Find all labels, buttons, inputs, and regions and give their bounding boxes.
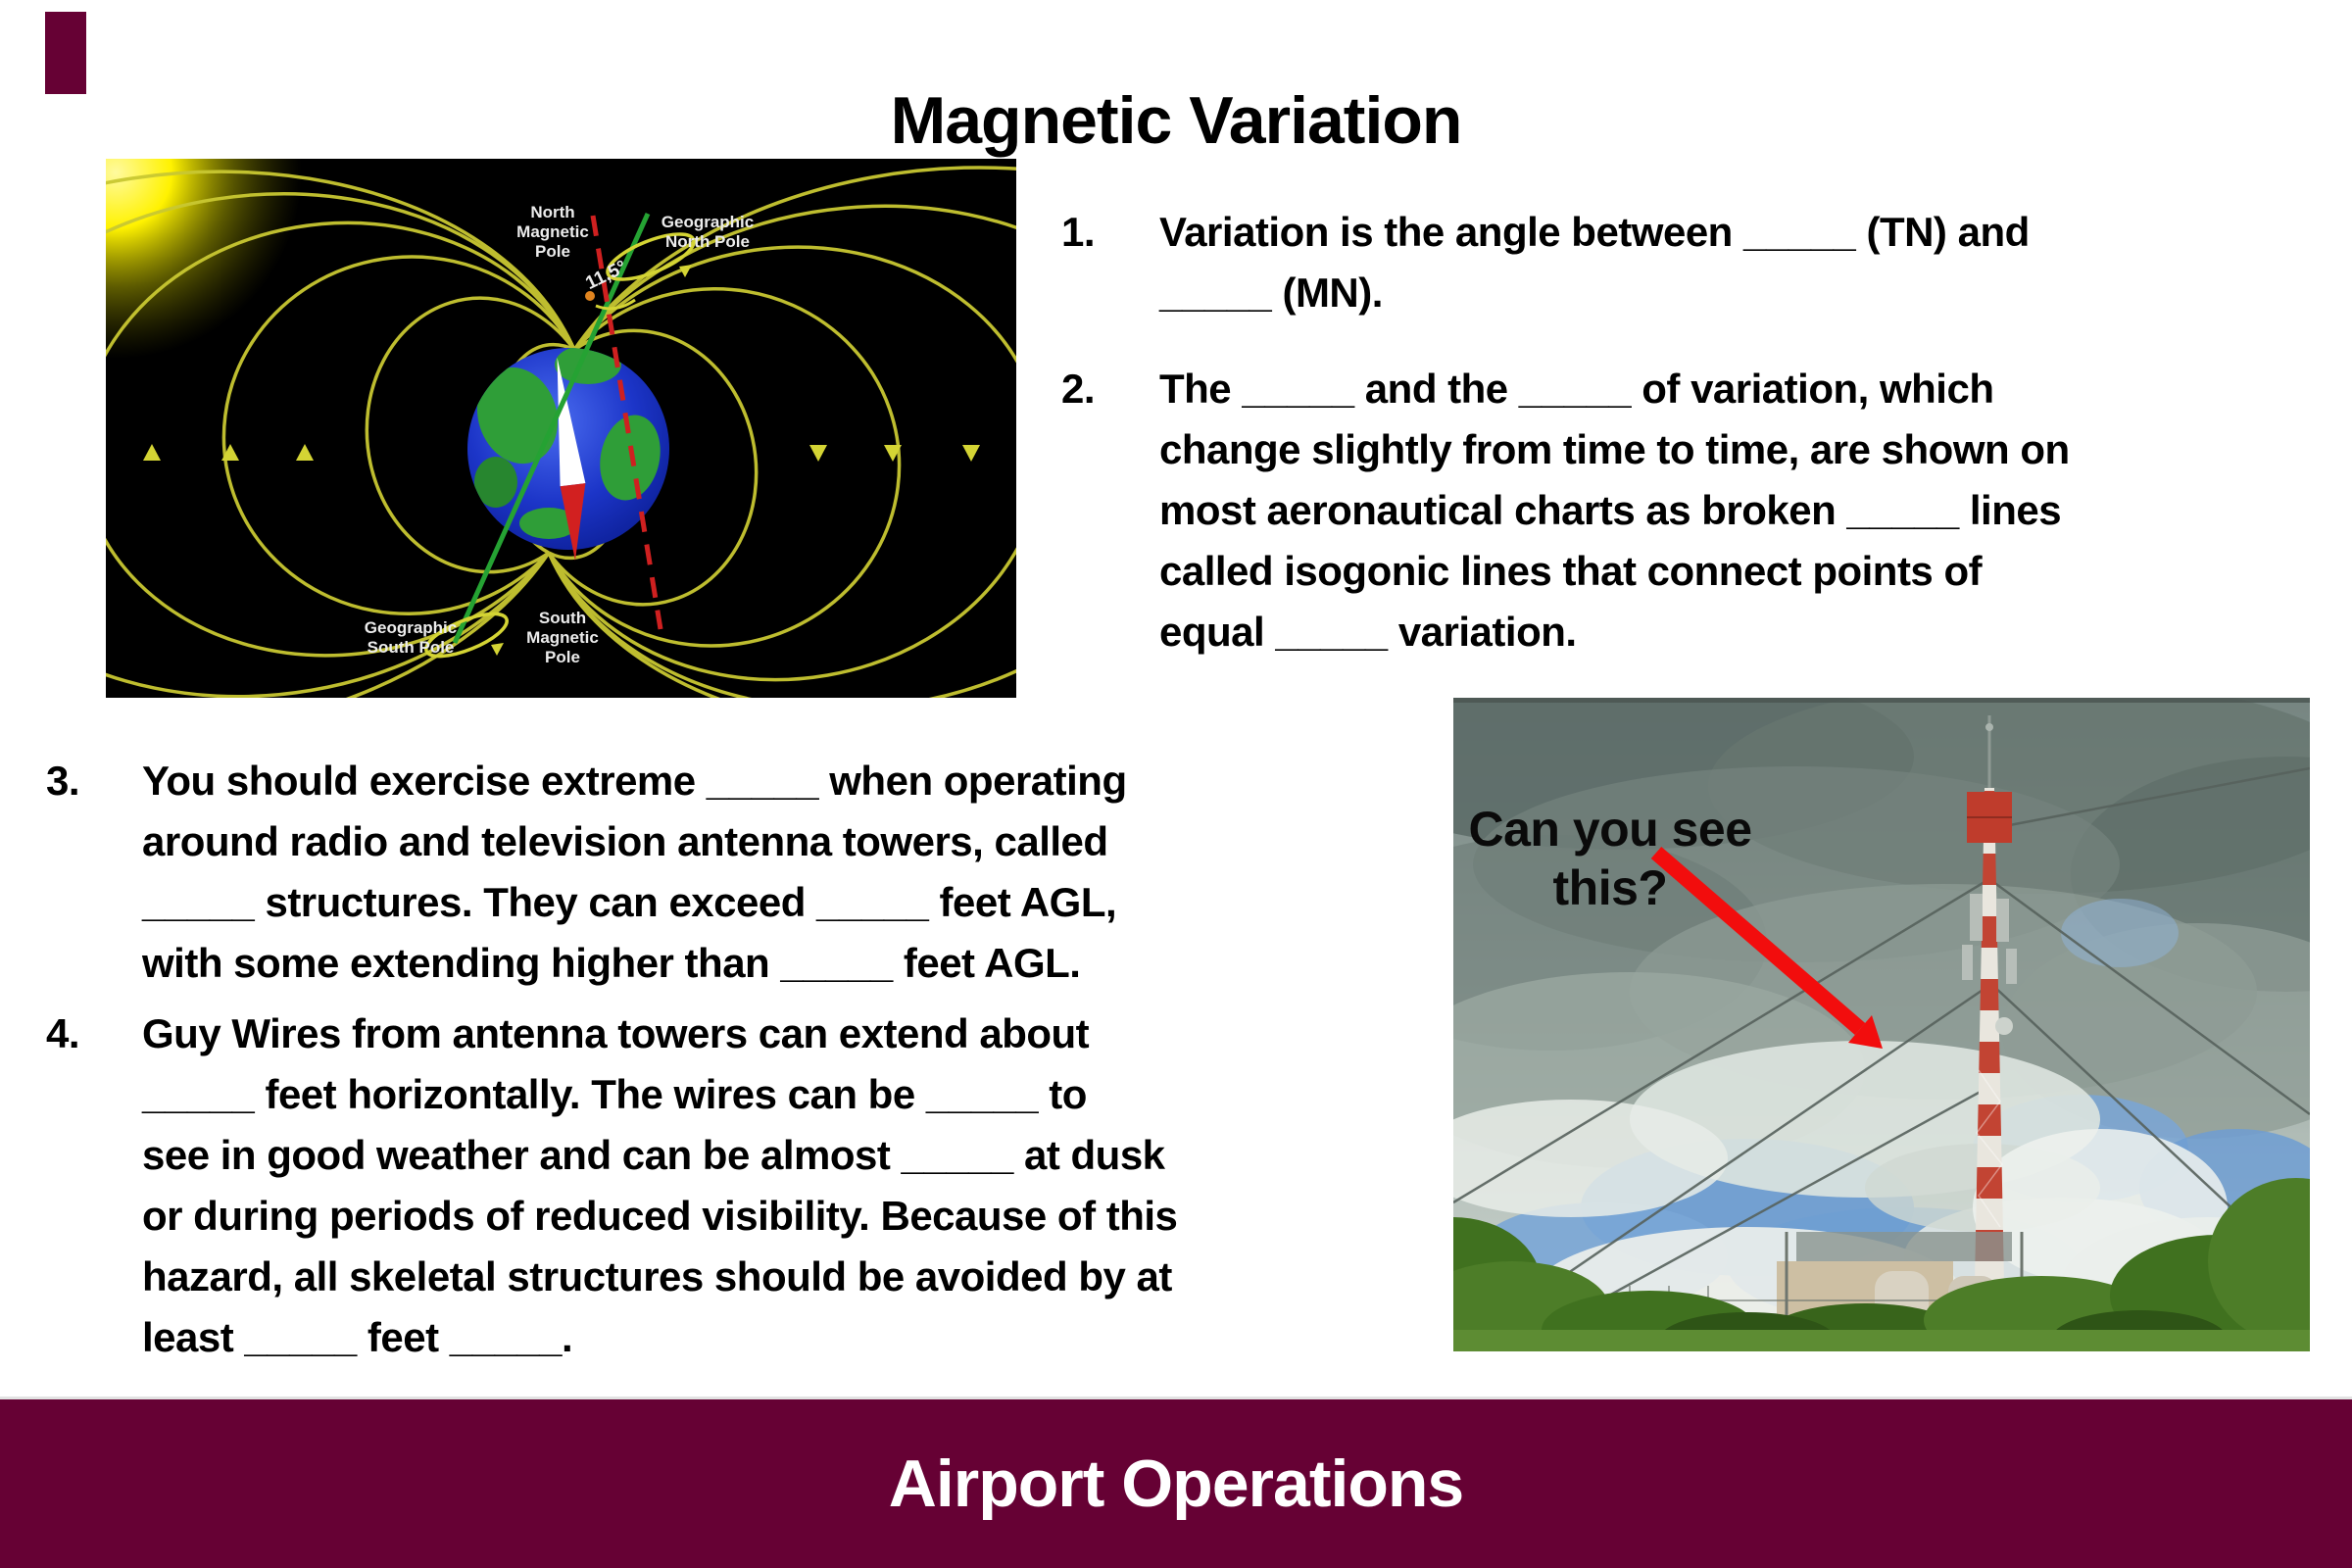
rotation-arrows <box>424 232 696 659</box>
question-1-number: 1. <box>1061 209 1096 255</box>
text-line: or during periods of reduced visibility.… <box>142 1193 1178 1239</box>
text-line: You should exercise extreme _____ when o… <box>142 758 1127 804</box>
text-line: see in good weather and can be almost __… <box>142 1132 1165 1178</box>
question-1: 1. Variation is the angle between _____ … <box>1061 202 2030 323</box>
earth-continents <box>474 348 661 539</box>
geographic-north-pole-label: Geographic North Pole <box>662 213 754 251</box>
magnetic-field-diagram-canvas: 11,5° North Magnetic Pole Geographic Nor… <box>106 159 1016 698</box>
question-3: 3. You should exercise extreme _____ whe… <box>46 751 1127 994</box>
svg-text:North Pole: North Pole <box>665 232 750 251</box>
south-magnetic-pole-label: South Magnetic Pole <box>526 609 599 666</box>
footer-divider <box>0 1396 2352 1399</box>
text-line: Variation is the angle between _____ (TN… <box>1159 209 2030 255</box>
question-2-number: 2. <box>1061 366 1096 412</box>
photo-top-edge <box>1453 698 2310 703</box>
svg-text:North: North <box>530 203 574 221</box>
antenna-tower <box>1962 715 2017 1333</box>
footer-title: Airport Operations <box>888 1446 1465 1521</box>
red-arrow-line <box>1650 846 1866 1036</box>
svg-text:Geographic: Geographic <box>365 618 457 637</box>
svg-text:Magnetic: Magnetic <box>516 222 589 241</box>
question-1-text: Variation is the angle between _____ (TN… <box>1159 202 2030 323</box>
text-line: most aeronautical charts as broken _____… <box>1159 487 2062 533</box>
question-3-text: You should exercise extreme _____ when o… <box>142 751 1127 994</box>
pointer-arrow-overlay <box>1650 846 1883 1049</box>
field-direction-arrows <box>143 444 980 462</box>
rotation-arrowhead-bottom <box>491 643 504 656</box>
rotation-arrowhead-top <box>679 265 692 277</box>
photo-caption: Can you see this? <box>1453 800 1767 917</box>
antenna-tower-photo: Can you see this? <box>1453 698 2310 1351</box>
svg-text:Geographic: Geographic <box>662 213 754 231</box>
text-line: _____ (MN). <box>1159 270 1383 316</box>
text-line: _____ structures. They can exceed _____ … <box>142 879 1117 925</box>
question-3-number: 3. <box>46 758 80 804</box>
svg-text:Pole: Pole <box>535 242 570 261</box>
text-line: The _____ and the _____ of variation, wh… <box>1159 366 1994 412</box>
page-title: Magnetic Variation <box>890 82 1463 158</box>
rotation-axis-line <box>452 212 651 645</box>
corner-accent-bar <box>45 12 86 94</box>
text-line: least _____ feet _____. <box>142 1314 573 1360</box>
compass-needle <box>557 357 586 562</box>
geographic-south-pole-label: Geographic South Pole <box>365 618 457 657</box>
magnetic-field-diagram: 11,5° North Magnetic Pole Geographic Nor… <box>106 159 1016 698</box>
angle-arc <box>595 298 636 311</box>
text-line: Guy Wires from antenna towers can extend… <box>142 1010 1090 1056</box>
magnetic-axis-dashed-line <box>590 215 663 630</box>
text-line: with some extending higher than _____ fe… <box>142 940 1081 986</box>
grass <box>1453 1330 2310 1351</box>
caption-line: Can you see <box>1468 802 1752 857</box>
north-magnetic-pole-label: North Magnetic Pole <box>516 203 589 261</box>
svg-text:Magnetic: Magnetic <box>526 628 599 647</box>
svg-text:South: South <box>539 609 586 627</box>
angle-vertex-dot <box>585 291 595 301</box>
question-4: 4. Guy Wires from antenna towers can ext… <box>46 1004 1178 1368</box>
text-line: _____ feet horizontally. The wires can b… <box>142 1071 1087 1117</box>
text-line: change slightly from time to time, are s… <box>1159 426 2070 472</box>
question-2-text: The _____ and the _____ of variation, wh… <box>1159 359 2070 662</box>
svg-text:Pole: Pole <box>545 648 580 666</box>
text-line: around radio and television antenna towe… <box>142 818 1108 864</box>
text-line: equal _____ variation. <box>1159 609 1577 655</box>
caption-line: this? <box>1552 860 1668 915</box>
text-line: hazard, all skeletal structures should b… <box>142 1253 1172 1299</box>
svg-text:South Pole: South Pole <box>368 638 455 657</box>
question-4-text: Guy Wires from antenna towers can extend… <box>142 1004 1178 1368</box>
question-2: 2. The _____ and the _____ of variation,… <box>1061 359 2070 662</box>
question-4-number: 4. <box>46 1010 80 1056</box>
antenna-tower-scene <box>1453 698 2310 1351</box>
red-arrow-head <box>1848 1015 1883 1049</box>
footer-bar: Airport Operations <box>0 1399 2352 1568</box>
text-line: called isogonic lines that connect point… <box>1159 548 1983 594</box>
